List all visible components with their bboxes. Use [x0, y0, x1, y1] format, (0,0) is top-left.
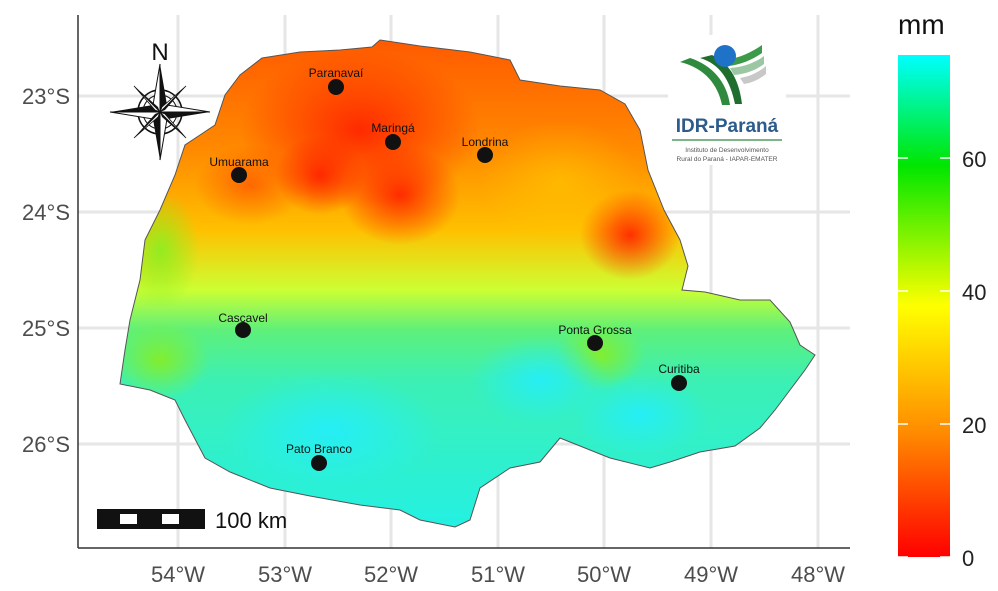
y-tick-label: 25°S [22, 316, 70, 341]
x-tick-label: 49°W [684, 562, 738, 587]
x-tick-label: 53°W [258, 562, 312, 587]
city-ponta-grossa: Ponta Grossa [558, 323, 632, 351]
city-label: Londrina [462, 135, 509, 149]
logo-subtitle-line2: Rural do Paraná - IAPAR-EMATER [677, 156, 778, 163]
city-londrina: Londrina [462, 135, 509, 163]
y-tick-label: 26°S [22, 432, 70, 457]
scale-bar-label: 100 km [215, 508, 287, 533]
legend-colorbar: mm 0 20 40 60 [898, 9, 986, 571]
city-label: Curitiba [658, 362, 700, 376]
compass-north-label: N [151, 39, 168, 66]
x-axis-ticks: 54°W 53°W 52°W 51°W 50°W 49°W 48°W [151, 562, 845, 587]
logo-mark-icon [680, 45, 766, 105]
x-tick-label: 52°W [364, 562, 418, 587]
city-label: Umuarama [209, 155, 269, 169]
city-paranavai: Paranavaí [309, 66, 364, 95]
y-tick-label: 23°S [22, 84, 70, 109]
x-tick-label: 50°W [577, 562, 631, 587]
legend-tick-label: 0 [962, 546, 974, 571]
x-tick-label: 48°W [791, 562, 845, 587]
x-tick-label: 51°W [471, 562, 525, 587]
city-maringa: Maringá [371, 121, 415, 150]
x-tick-label: 54°W [151, 562, 205, 587]
city-label: Cascavel [218, 311, 267, 325]
y-axis-ticks: 23°S 24°S 25°S 26°S [22, 84, 70, 457]
city-pato-branco: Pato Branco [286, 442, 352, 471]
legend-gradient-bar [898, 55, 950, 557]
city-label: Paranavaí [309, 66, 364, 80]
scale-bar: 100 km [97, 508, 287, 533]
city-cascavel: Cascavel [218, 311, 268, 338]
legend-tick-label: 20 [962, 413, 986, 438]
legend-title: mm [898, 9, 945, 40]
city-markers: Paranavaí Maringá Londrina Umuarama Casc… [209, 66, 700, 471]
y-tick-label: 24°S [22, 200, 70, 225]
city-curitiba: Curitiba [658, 362, 700, 391]
logo-title: IDR-Paraná [676, 116, 779, 137]
city-label: Ponta Grossa [558, 323, 632, 337]
state-outline [119, 39, 816, 528]
city-label: Pato Branco [286, 442, 352, 456]
legend-tick-label: 40 [962, 280, 986, 305]
idr-parana-logo: IDR-Paraná Instituto de Desenvolvimento … [668, 35, 786, 165]
legend-tick-label: 60 [962, 147, 986, 172]
city-label: Maringá [371, 121, 415, 135]
compass-rose-icon: N [109, 39, 211, 161]
city-umuarama: Umuarama [209, 155, 269, 183]
logo-subtitle-line1: Instituto de Desenvolvimento [685, 147, 769, 154]
